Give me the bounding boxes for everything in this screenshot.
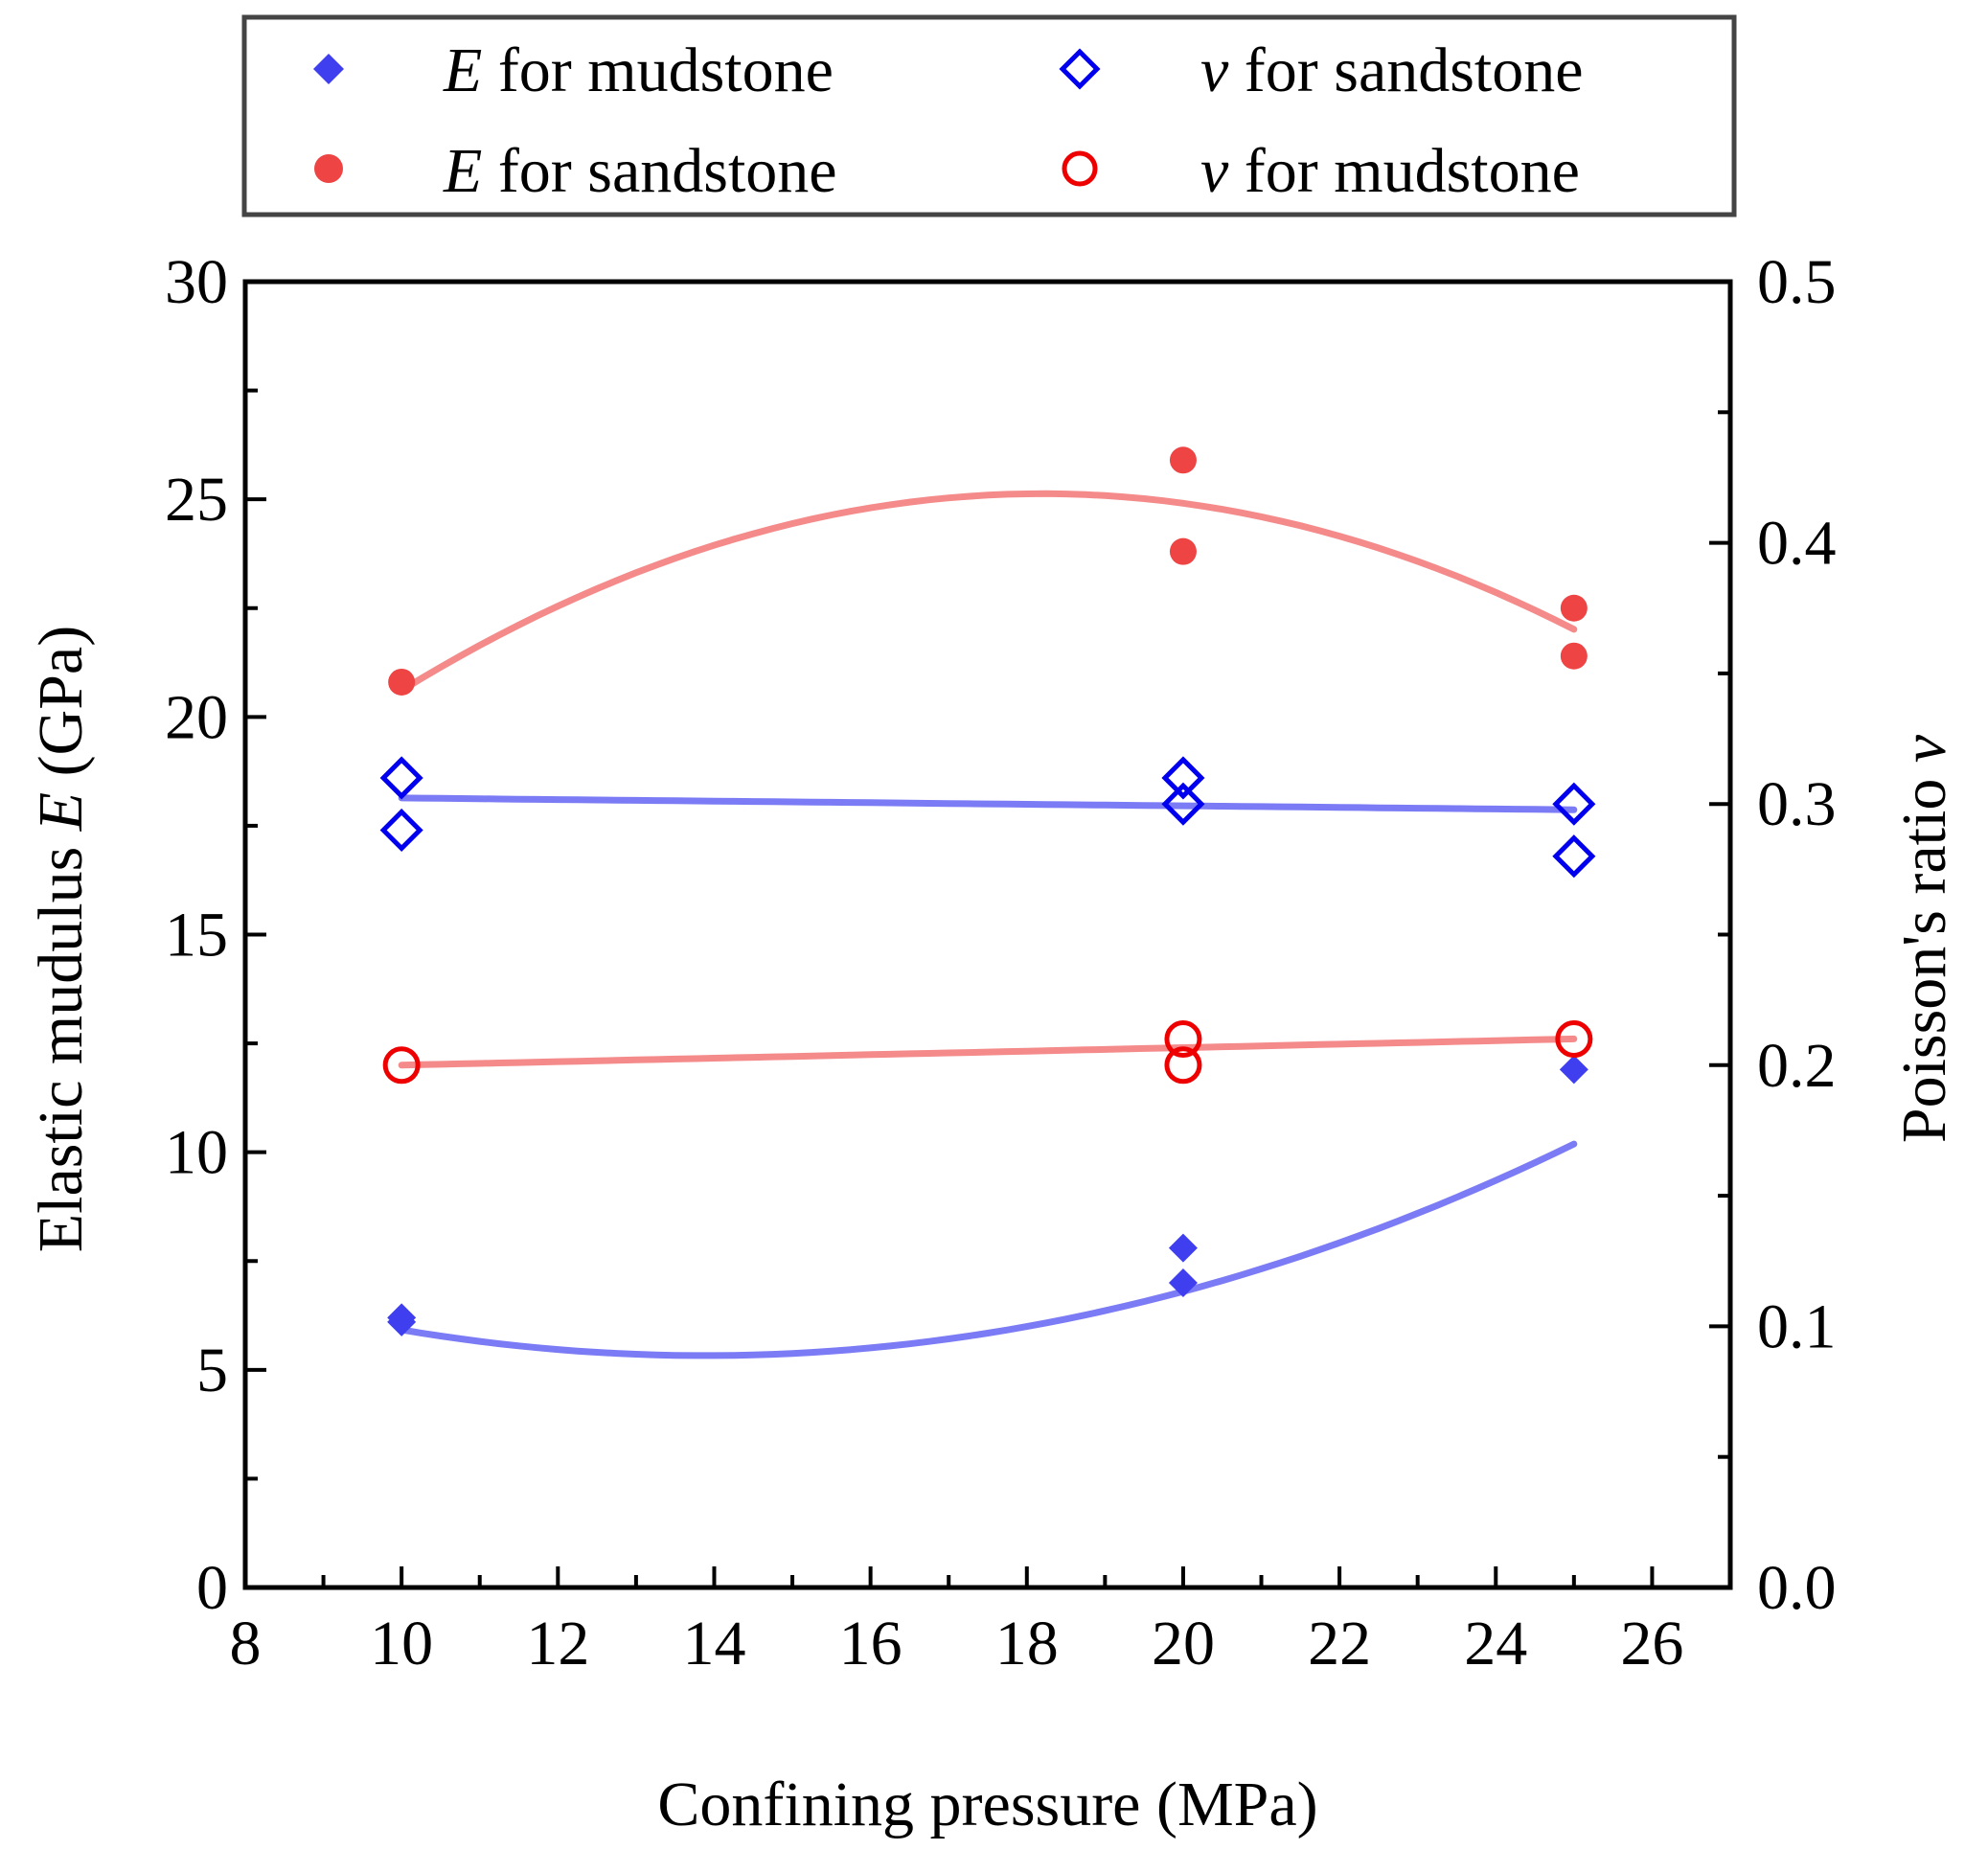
x-tick-label: 26 (1620, 1609, 1683, 1679)
fit-curve (398, 794, 1578, 813)
point-e-sandstone (1169, 446, 1197, 474)
legend-box (241, 14, 1737, 217)
y-left-symbol: E (26, 792, 96, 832)
fit-curve (398, 1140, 1578, 1359)
legend-symbol: E (443, 136, 482, 206)
y-left-tick-label: 30 (165, 247, 228, 317)
y-right-tick-label: 0.0 (1757, 1553, 1837, 1623)
x-tick-label: 18 (995, 1609, 1059, 1679)
x-tick-label: 22 (1308, 1609, 1371, 1679)
legend-symbol: E (443, 35, 482, 105)
point-e-sandstone (1560, 594, 1588, 622)
point-v-mudstone (1164, 1046, 1202, 1085)
svg-text:v for sandstone: v for sandstone (1200, 35, 1584, 105)
plot-frame (242, 279, 1733, 1590)
legend-entry-v-mudstone: v for mudstone (1062, 136, 1580, 206)
fit-curve (398, 490, 1578, 695)
tick-labels: 8 10 12 14 16 18 20 22 24 26 0 5 10 15 20 25 30 0.0 0.1 0.2… (165, 247, 1837, 1679)
y-left-tick-label: 10 (165, 1118, 228, 1188)
legend-symbol: v (1200, 35, 1229, 105)
x-tick-label: 14 (682, 1609, 745, 1679)
svg-text:E for sandstone: E for sandstone (443, 136, 837, 206)
point-v-sandstone (1161, 756, 1205, 800)
x-tick-label: 24 (1464, 1609, 1527, 1679)
point-v-mudstone (1164, 1020, 1202, 1059)
x-tick-label: 20 (1152, 1609, 1215, 1679)
legend-label: for mudstone (498, 35, 834, 105)
legend-entry-v-sandstone: v for sandstone (1059, 35, 1584, 105)
fit-curve (398, 1035, 1578, 1069)
legend-label: for mudstone (1245, 136, 1580, 206)
point-e-mudstone (387, 1303, 417, 1333)
x-tick-label: 10 (370, 1609, 433, 1679)
legend-marker-filled-diamond (313, 54, 344, 84)
legend-symbol: v (1200, 136, 1229, 206)
y-right-text: Poisson's ratio (1889, 763, 1959, 1143)
point-v-sandstone (1552, 834, 1596, 879)
point-e-sandstone (388, 668, 416, 696)
point-e-mudstone (1168, 1233, 1198, 1263)
y-right-tick-label: 0.2 (1757, 1031, 1837, 1101)
svg-text:v for mudstone: v for mudstone (1200, 136, 1580, 206)
svg-text:E for mudstone: E for mudstone (443, 35, 834, 105)
y-right-tick-label: 0.4 (1757, 509, 1837, 579)
y-right-tick-label: 0.5 (1757, 247, 1837, 317)
point-e-mudstone (1168, 1268, 1198, 1297)
axis-ticks (243, 280, 1730, 1589)
point-v-mudstone (382, 1046, 421, 1085)
point-v-sandstone (1161, 782, 1205, 826)
y-left-tick-label: 15 (165, 901, 228, 971)
y-right-tick-label: 0.3 (1757, 769, 1837, 839)
legend: E for mudstone E for sandstone v for san… (241, 14, 1737, 217)
y-left-tick-label: 5 (196, 1336, 228, 1405)
legend-marker-open-diamond (1059, 48, 1101, 90)
y-axis-left-title: Elastic mudulus E (GPa) (26, 626, 96, 1252)
y-left-tick-label: 20 (165, 682, 228, 752)
x-tick-label: 16 (839, 1609, 903, 1679)
point-e-sandstone (1169, 537, 1197, 565)
y-left-text: Elastic mudulus (26, 831, 96, 1252)
x-tick-label: 8 (230, 1609, 262, 1679)
point-v-sandstone (379, 808, 423, 852)
x-tick-label: 12 (526, 1609, 589, 1679)
legend-marker-filled-circle (314, 154, 343, 183)
y-axis-right-title: Poisson's ratio v (1889, 734, 1959, 1143)
legend-label: for sandstone (1245, 35, 1584, 105)
fit-curves (398, 490, 1578, 1359)
legend-entry-e-sandstone: E for sandstone (314, 136, 837, 206)
y-right-tick-label: 0.1 (1757, 1291, 1837, 1361)
point-v-sandstone (1552, 782, 1596, 826)
legend-entry-e-mudstone: E for mudstone (313, 35, 834, 105)
x-axis-title: Confining pressure (MPa) (657, 1770, 1317, 1839)
y-left-unit: (GPa) (26, 626, 96, 792)
legend-marker-open-circle (1062, 150, 1098, 187)
point-v-mudstone (1555, 1020, 1593, 1059)
y-left-tick-label: 25 (165, 465, 228, 535)
y-left-tick-label: 0 (196, 1553, 228, 1623)
point-e-mudstone (1559, 1055, 1588, 1085)
point-e-sandstone (1560, 642, 1588, 670)
legend-label: for sandstone (498, 136, 837, 206)
point-v-sandstone (379, 756, 423, 800)
y-right-symbol: v (1889, 734, 1959, 763)
data-points (379, 446, 1596, 1336)
